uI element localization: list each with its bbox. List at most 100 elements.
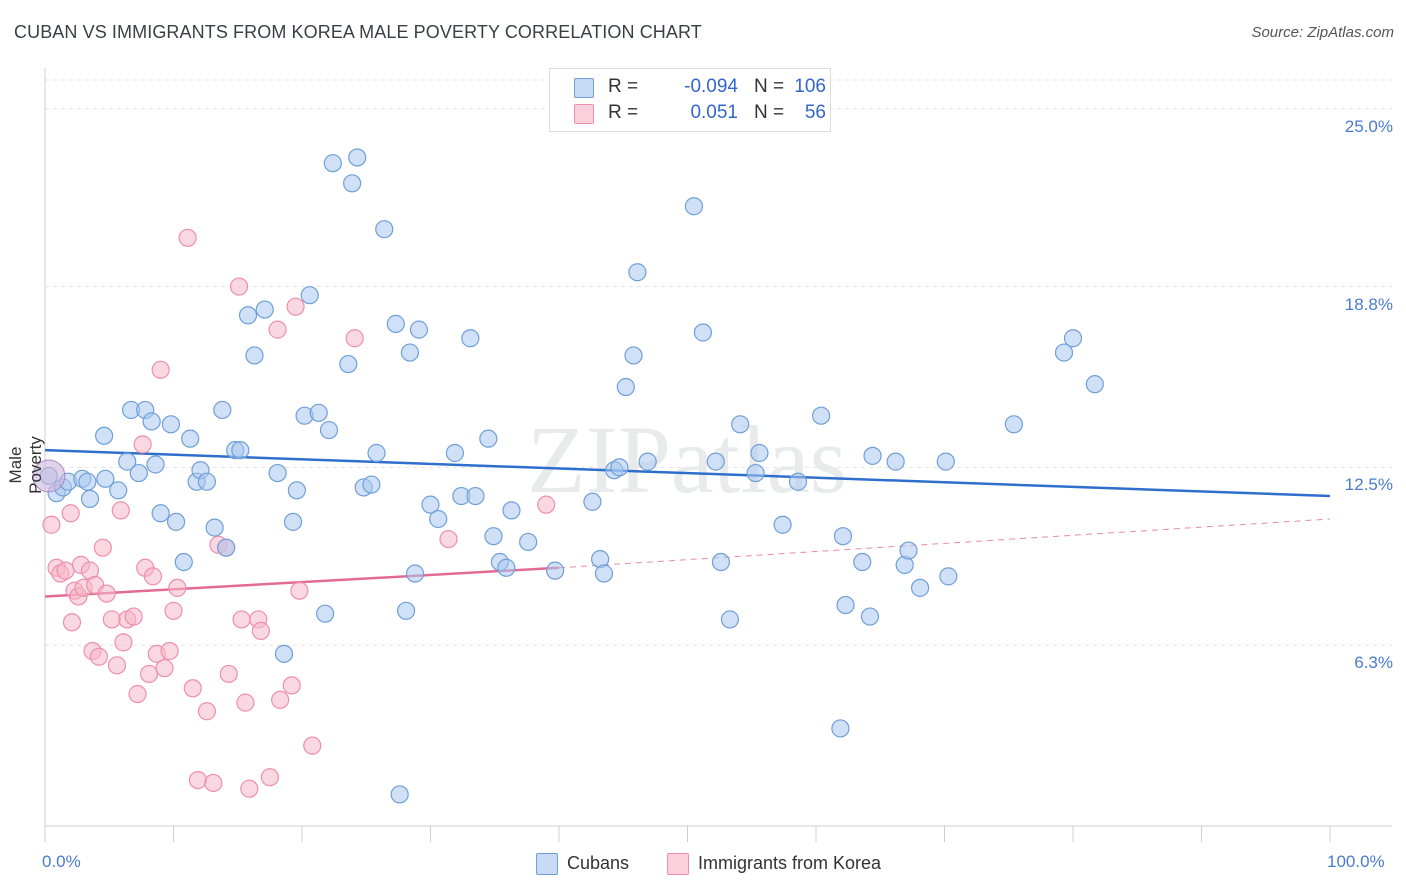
data-point: [238, 306, 258, 325]
data-point: [286, 297, 305, 316]
legend-swatch-korea: [574, 104, 594, 124]
data-point: [97, 584, 116, 603]
data-point: [375, 220, 394, 239]
data-point: [236, 693, 255, 712]
data-point: [219, 664, 238, 684]
data-point: [114, 633, 133, 652]
data-point: [812, 406, 831, 425]
data-point: [96, 469, 115, 488]
x-tick-label-min: 0.0%: [42, 852, 81, 871]
data-point: [274, 644, 294, 663]
data-point: [42, 515, 61, 534]
data-point: [61, 504, 80, 523]
data-point: [197, 472, 217, 491]
data-point: [111, 501, 130, 520]
data-point: [886, 452, 905, 471]
data-point: [231, 441, 250, 460]
legend-swatch-korea: [667, 853, 689, 875]
legend-swatch-cubans: [574, 78, 594, 98]
data-point: [624, 346, 643, 365]
data-point: [232, 610, 251, 629]
data-point: [164, 601, 183, 620]
data-point: [429, 509, 448, 529]
legend-label-cubans: Cubans: [567, 853, 630, 873]
data-point: [750, 443, 769, 463]
data-point: [939, 567, 958, 586]
data-point: [160, 641, 179, 661]
data-point: [155, 659, 174, 678]
legend-label-korea: Immigrants from Korea: [698, 853, 882, 873]
data-point: [1085, 375, 1104, 394]
data-point: [386, 314, 405, 333]
data-point: [151, 360, 170, 379]
data-point: [129, 463, 148, 483]
data-point: [93, 538, 112, 557]
data-point: [107, 656, 127, 675]
data-point: [638, 452, 657, 471]
legend-n-label: N =: [754, 102, 785, 123]
data-point: [213, 400, 232, 420]
data-point: [390, 785, 409, 804]
data-point: [466, 486, 485, 506]
data-point: [519, 532, 538, 552]
data-point: [836, 595, 855, 615]
data-point: [773, 515, 792, 534]
legend-r-label: R =: [608, 76, 639, 97]
data-point: [205, 518, 224, 537]
data-point-large: [32, 459, 66, 493]
data-point: [309, 403, 328, 422]
data-point: [143, 567, 163, 586]
data-point: [610, 458, 629, 477]
data-point: [174, 552, 193, 572]
data-point: [146, 455, 165, 474]
data-point: [62, 613, 82, 632]
y-axis-title: Male Poverty: [6, 436, 45, 494]
data-point: [229, 277, 249, 296]
data-point: [188, 770, 208, 790]
data-point: [594, 564, 614, 583]
trend-lines: [44, 448, 1331, 598]
data-point: [863, 446, 882, 465]
data-point: [166, 512, 186, 531]
data-point: [853, 552, 872, 572]
legend-r-label: R =: [608, 102, 639, 123]
data-point: [245, 346, 264, 365]
data-point: [303, 736, 322, 755]
x-tick-label-max: 100.0%: [1327, 852, 1385, 871]
data-point: [546, 561, 565, 580]
data-point: [396, 601, 416, 620]
chart-title: CUBAN VS IMMIGRANTS FROM KOREA MALE POVE…: [14, 22, 702, 42]
data-point: [497, 558, 516, 577]
data-point: [290, 581, 309, 600]
data-point: [479, 429, 498, 448]
source-label: Source: ZipAtlas.com: [1251, 24, 1394, 41]
data-point: [1063, 329, 1083, 348]
data-point: [445, 443, 465, 463]
data-point: [461, 329, 480, 348]
y-tick-label: 6.3%: [1354, 653, 1393, 673]
data-point: [168, 578, 187, 597]
data-point: [118, 452, 137, 471]
data-point: [78, 472, 97, 491]
data-point: [746, 463, 765, 483]
data-point: [109, 481, 128, 500]
data-point: [287, 481, 306, 500]
data-point: [319, 420, 339, 440]
data-point: [102, 610, 121, 629]
data-point: [345, 329, 364, 348]
data-point: [910, 578, 930, 597]
data-point: [343, 174, 362, 193]
data-point: [583, 492, 602, 511]
data-point: [255, 300, 274, 319]
data-point: [484, 527, 503, 546]
data-point: [788, 472, 808, 491]
data-point: [283, 512, 303, 531]
data-point: [217, 538, 236, 557]
data-point: [151, 504, 170, 523]
data-point: [400, 343, 420, 362]
axes: [44, 68, 1392, 842]
data-point: [139, 664, 159, 684]
data-point: [282, 676, 301, 695]
data-point: [628, 263, 647, 282]
data-point: [268, 463, 287, 483]
